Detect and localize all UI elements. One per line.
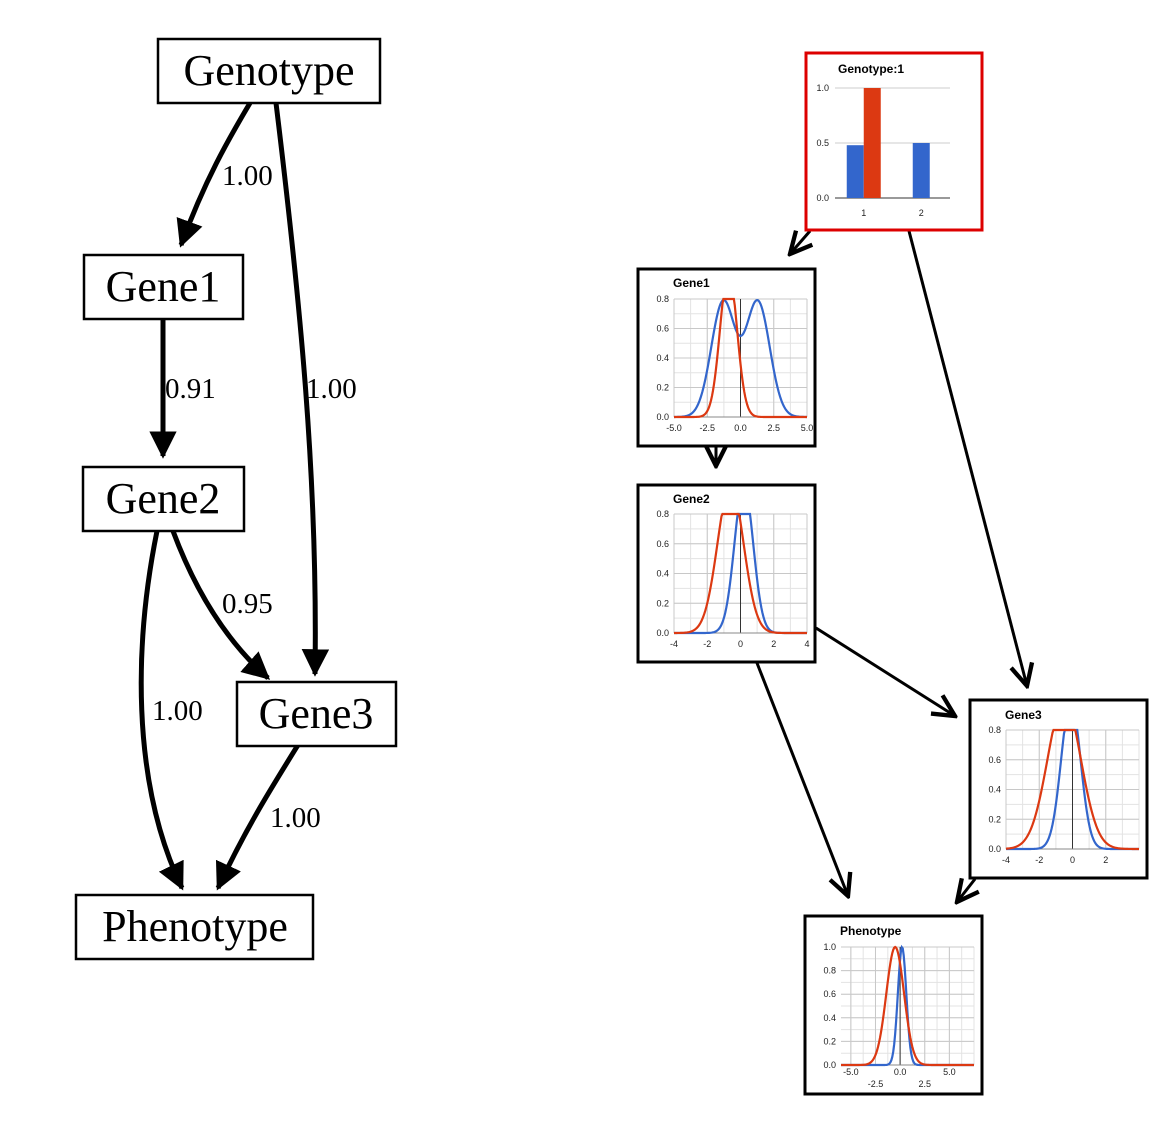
node-label: Gene1 bbox=[106, 262, 221, 311]
y-tick-label: 1.0 bbox=[816, 83, 829, 93]
y-tick-label: 0.2 bbox=[656, 383, 669, 393]
x-tick-label: -2.5 bbox=[868, 1079, 884, 1089]
phenotype-plot: Phenotype 0.0 0.2 0.4 0.6 0.8 1.0 -5.0 -2.5 0.0 2.… bbox=[803, 914, 984, 1096]
plot-edge-genotype-gene1 bbox=[790, 230, 810, 254]
node-label: Gene3 bbox=[259, 689, 374, 738]
plot-edge-gene2-phenotype bbox=[755, 662, 848, 896]
y-tick-label: 0.8 bbox=[988, 725, 1001, 735]
y-tick-label: 0.6 bbox=[656, 324, 669, 334]
edge-genotype-gene1 bbox=[176, 101, 253, 248]
plot-edge-gene3-phenotype bbox=[957, 879, 975, 902]
plot-frame bbox=[804, 51, 984, 232]
density-curve-1 bbox=[673, 512, 807, 635]
plot-edges bbox=[716, 230, 1027, 902]
y-tick-label: 0.5 bbox=[816, 138, 829, 148]
plot-title: Gene3 bbox=[1005, 708, 1042, 722]
y-tick-label: 0.6 bbox=[988, 755, 1001, 765]
edge-genotype-gene3 bbox=[273, 102, 330, 677]
y-tick-label: 0.2 bbox=[988, 814, 1001, 824]
edge-label-gene2-phenotype: 1.00 bbox=[152, 695, 203, 727]
edge-label-gene2-gene3: 0.95 bbox=[222, 588, 273, 620]
y-tick-label: 0.4 bbox=[656, 569, 669, 579]
y-tick-label: 0.6 bbox=[656, 539, 669, 549]
graph-node-gene2: Gene2 bbox=[81, 465, 246, 533]
x-tick-label: -5.0 bbox=[666, 423, 682, 433]
graph-node-phenotype: Phenotype bbox=[74, 893, 315, 961]
x-tick-label: 0 bbox=[738, 639, 743, 649]
x-tick-label: 2 bbox=[1103, 855, 1108, 865]
y-tick-label: 0.4 bbox=[656, 353, 669, 363]
genotype-plot: Genotype:1 0.0 0.5 1.0 1 2 bbox=[804, 51, 984, 232]
density-curve-1 bbox=[674, 297, 807, 419]
density-curve-0 bbox=[673, 298, 808, 419]
y-tick-label: 0.0 bbox=[656, 412, 669, 422]
x-tick-label: 1 bbox=[861, 208, 866, 218]
y-tick-label: 0.6 bbox=[823, 989, 836, 999]
y-tick-label: 0.8 bbox=[656, 509, 669, 519]
edge-gene3-phenotype bbox=[215, 743, 301, 891]
plot-title: Gene1 bbox=[673, 276, 710, 290]
node-label: Genotype bbox=[183, 46, 354, 95]
density-curve-1 bbox=[1005, 728, 1139, 851]
plot-network: Genotype:1 0.0 0.5 1.0 1 2 Gene1 0.0 0.2 0.4 0.6 0… bbox=[636, 51, 1149, 1096]
y-tick-label: 0.4 bbox=[823, 1013, 836, 1023]
node-label: Gene2 bbox=[106, 474, 221, 523]
graph-edges bbox=[138, 101, 330, 891]
bar bbox=[863, 88, 881, 198]
edge-label-genotype-gene1: 1.00 bbox=[222, 160, 273, 192]
x-tick-label: 2.5 bbox=[918, 1079, 931, 1089]
x-tick-label: 0 bbox=[1070, 855, 1075, 865]
x-tick-label: 5.0 bbox=[801, 423, 814, 433]
x-tick-label: -2 bbox=[703, 639, 711, 649]
gene3-plot: Gene3 0.0 0.2 0.4 0.6 0.8 -4 -2 0 2 bbox=[968, 698, 1149, 880]
y-tick-label: 0.8 bbox=[823, 966, 836, 976]
y-tick-label: 0.0 bbox=[656, 628, 669, 638]
y-tick-label: 0.8 bbox=[656, 294, 669, 304]
y-tick-label: 0.2 bbox=[823, 1036, 836, 1046]
graph-node-gene3: Gene3 bbox=[235, 680, 398, 748]
edge-label-gene3-phenotype: 1.00 bbox=[270, 802, 321, 834]
x-tick-label: -4 bbox=[670, 639, 678, 649]
y-tick-label: 0.4 bbox=[988, 785, 1001, 795]
plot-title: Gene2 bbox=[673, 492, 710, 506]
x-tick-label: 0.0 bbox=[894, 1067, 907, 1077]
edge-gene2-phenotype bbox=[138, 530, 185, 891]
bar bbox=[846, 145, 864, 198]
graph-node-gene1: Gene1 bbox=[82, 253, 245, 321]
x-tick-label: 2 bbox=[919, 208, 924, 218]
y-tick-label: 0.0 bbox=[823, 1060, 836, 1070]
plot-edge-genotype-gene3 bbox=[907, 230, 1027, 686]
edge-gene2-gene3 bbox=[170, 530, 271, 680]
node-label: Phenotype bbox=[102, 902, 288, 951]
x-tick-label: 2.5 bbox=[767, 423, 780, 433]
gene2-plot: Gene2 0.0 0.2 0.4 0.6 0.8 -4 -2 0 2 4 bbox=[636, 483, 817, 664]
y-tick-label: 0.0 bbox=[816, 193, 829, 203]
plot-edge-gene2-gene3 bbox=[815, 626, 955, 716]
plot-title: Genotype:1 bbox=[838, 62, 904, 76]
y-tick-label: 0.2 bbox=[656, 598, 669, 608]
x-tick-label: -4 bbox=[1002, 855, 1010, 865]
x-tick-label: 5.0 bbox=[943, 1067, 956, 1077]
x-tick-label: -2 bbox=[1035, 855, 1043, 865]
x-tick-label: -2.5 bbox=[699, 423, 715, 433]
gene1-plot: Gene1 0.0 0.2 0.4 0.6 0.8 -5.0 -2.5 0.0 2.5 5.0 bbox=[636, 267, 817, 448]
edge-label-genotype-gene3: 1.00 bbox=[306, 373, 357, 405]
density-curve-1 bbox=[841, 945, 974, 1067]
network-graph: 1.00 0.91 1.00 0.95 1.00 1.00 Genotype G… bbox=[74, 37, 398, 961]
y-tick-label: 0.0 bbox=[988, 844, 1001, 854]
graph-node-genotype: Genotype bbox=[156, 37, 382, 105]
plot-title: Phenotype bbox=[840, 924, 902, 938]
bar bbox=[912, 143, 930, 198]
x-tick-label: 2 bbox=[771, 639, 776, 649]
edge-label-gene1-gene2: 0.91 bbox=[165, 373, 216, 405]
x-tick-label: 0.0 bbox=[734, 423, 747, 433]
x-tick-label: 4 bbox=[804, 639, 809, 649]
y-tick-label: 1.0 bbox=[823, 942, 836, 952]
x-tick-label: -5.0 bbox=[843, 1067, 859, 1077]
